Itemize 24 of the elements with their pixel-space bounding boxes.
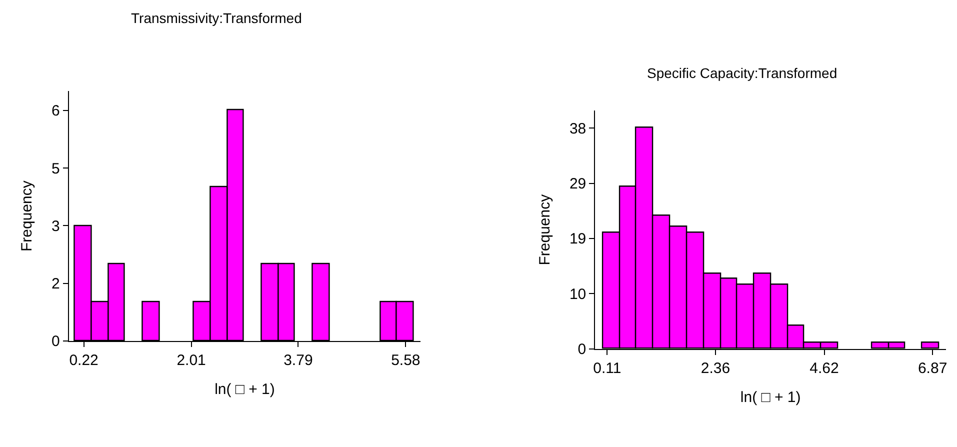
y-axis-title: Frequency [18,180,36,252]
x-tick-label: 0.22 [69,352,98,369]
y-tick-label: 29 [569,176,586,193]
y-axis-title: Frequency [536,194,554,266]
y-tick-label: 6 [51,102,60,120]
y-tick-label: 19 [569,230,586,248]
x-tick-label: 6.87 [918,360,948,377]
x-axis-title: ln( □ + 1) [214,380,275,398]
chart-title: Transmissivity:Transformed [131,10,302,26]
x-axis-title: ln( □ + 1) [740,388,801,406]
y-tick-label: 5 [51,160,60,178]
x-tick-label: 5.58 [391,352,420,369]
x-tick-label: 2.36 [700,360,730,377]
chart-title: Specific Capacity:Transformed [647,65,838,81]
x-tick-label: 2.01 [176,352,206,369]
y-tick-label: 0 [51,333,60,350]
y-tick-label: 0 [578,341,586,358]
y-tick-label: 38 [569,120,586,138]
x-tick-label: 3.79 [284,352,313,369]
x-tick-label: 0.11 [593,360,622,377]
y-tick-label: 2 [51,276,60,293]
x-tick-label: 4.62 [810,360,839,377]
y-tick-label: 3 [51,218,60,235]
y-tick-label: 10 [569,286,586,303]
